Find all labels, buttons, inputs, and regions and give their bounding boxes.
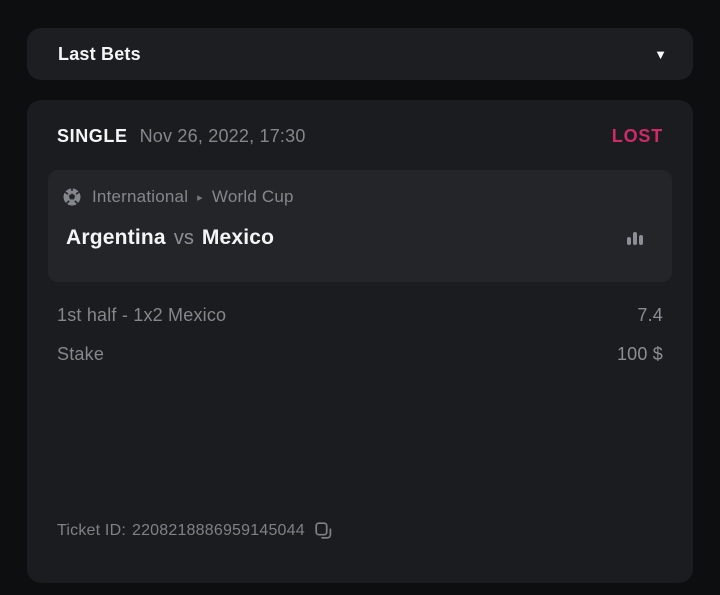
stake-row: Stake 100 $ bbox=[57, 335, 663, 374]
bet-status: LOST bbox=[611, 126, 663, 146]
selection-odds: 7.4 bbox=[637, 305, 663, 325]
selection-label: 1st half - 1x2 Mexico bbox=[57, 305, 227, 325]
ticket-row: Ticket ID: 2208218886959145044 bbox=[57, 521, 333, 541]
breadcrumb: International ▸ World Cup bbox=[62, 187, 654, 207]
last-bets-dropdown[interactable]: Last Bets ▼ bbox=[27, 28, 693, 80]
match-title-row: Argentina vs Mexico bbox=[62, 226, 654, 250]
bet-card: SINGLE Nov 26, 2022, 17:30 LOST Internat… bbox=[27, 100, 693, 583]
bet-type-label: SINGLE bbox=[57, 126, 128, 146]
ticket-id-value: 2208218886959145044 bbox=[131, 522, 305, 539]
away-team-name: Mexico bbox=[201, 226, 275, 249]
stake-value: 100 $ bbox=[616, 344, 663, 364]
home-team-name: Argentina bbox=[66, 226, 166, 249]
vs-label: vs bbox=[173, 226, 194, 249]
breadcrumb-tournament[interactable]: World Cup bbox=[211, 187, 294, 206]
chevron-down-icon[interactable]: ▼ bbox=[654, 46, 667, 62]
soccer-ball-icon bbox=[62, 187, 82, 207]
selection-row: 1st half - 1x2 Mexico 7.4 bbox=[57, 296, 663, 335]
bar-chart-icon[interactable] bbox=[624, 228, 646, 248]
copy-icon[interactable] bbox=[314, 521, 333, 541]
ticket-id-label: Ticket ID: bbox=[57, 522, 126, 539]
breadcrumb-category[interactable]: International bbox=[92, 187, 189, 206]
stake-label: Stake bbox=[57, 344, 105, 364]
last-bets-title: Last Bets bbox=[58, 43, 141, 64]
breadcrumb-arrow-icon: ▸ bbox=[197, 192, 203, 204]
event-box[interactable]: International ▸ World Cup Argentina vs M… bbox=[48, 170, 672, 282]
bet-detail-rows: 1st half - 1x2 Mexico 7.4 Stake 100 $ bbox=[57, 296, 663, 374]
bet-datetime: Nov 26, 2022, 17:30 bbox=[139, 126, 306, 146]
bet-card-header: SINGLE Nov 26, 2022, 17:30 LOST bbox=[27, 100, 693, 147]
